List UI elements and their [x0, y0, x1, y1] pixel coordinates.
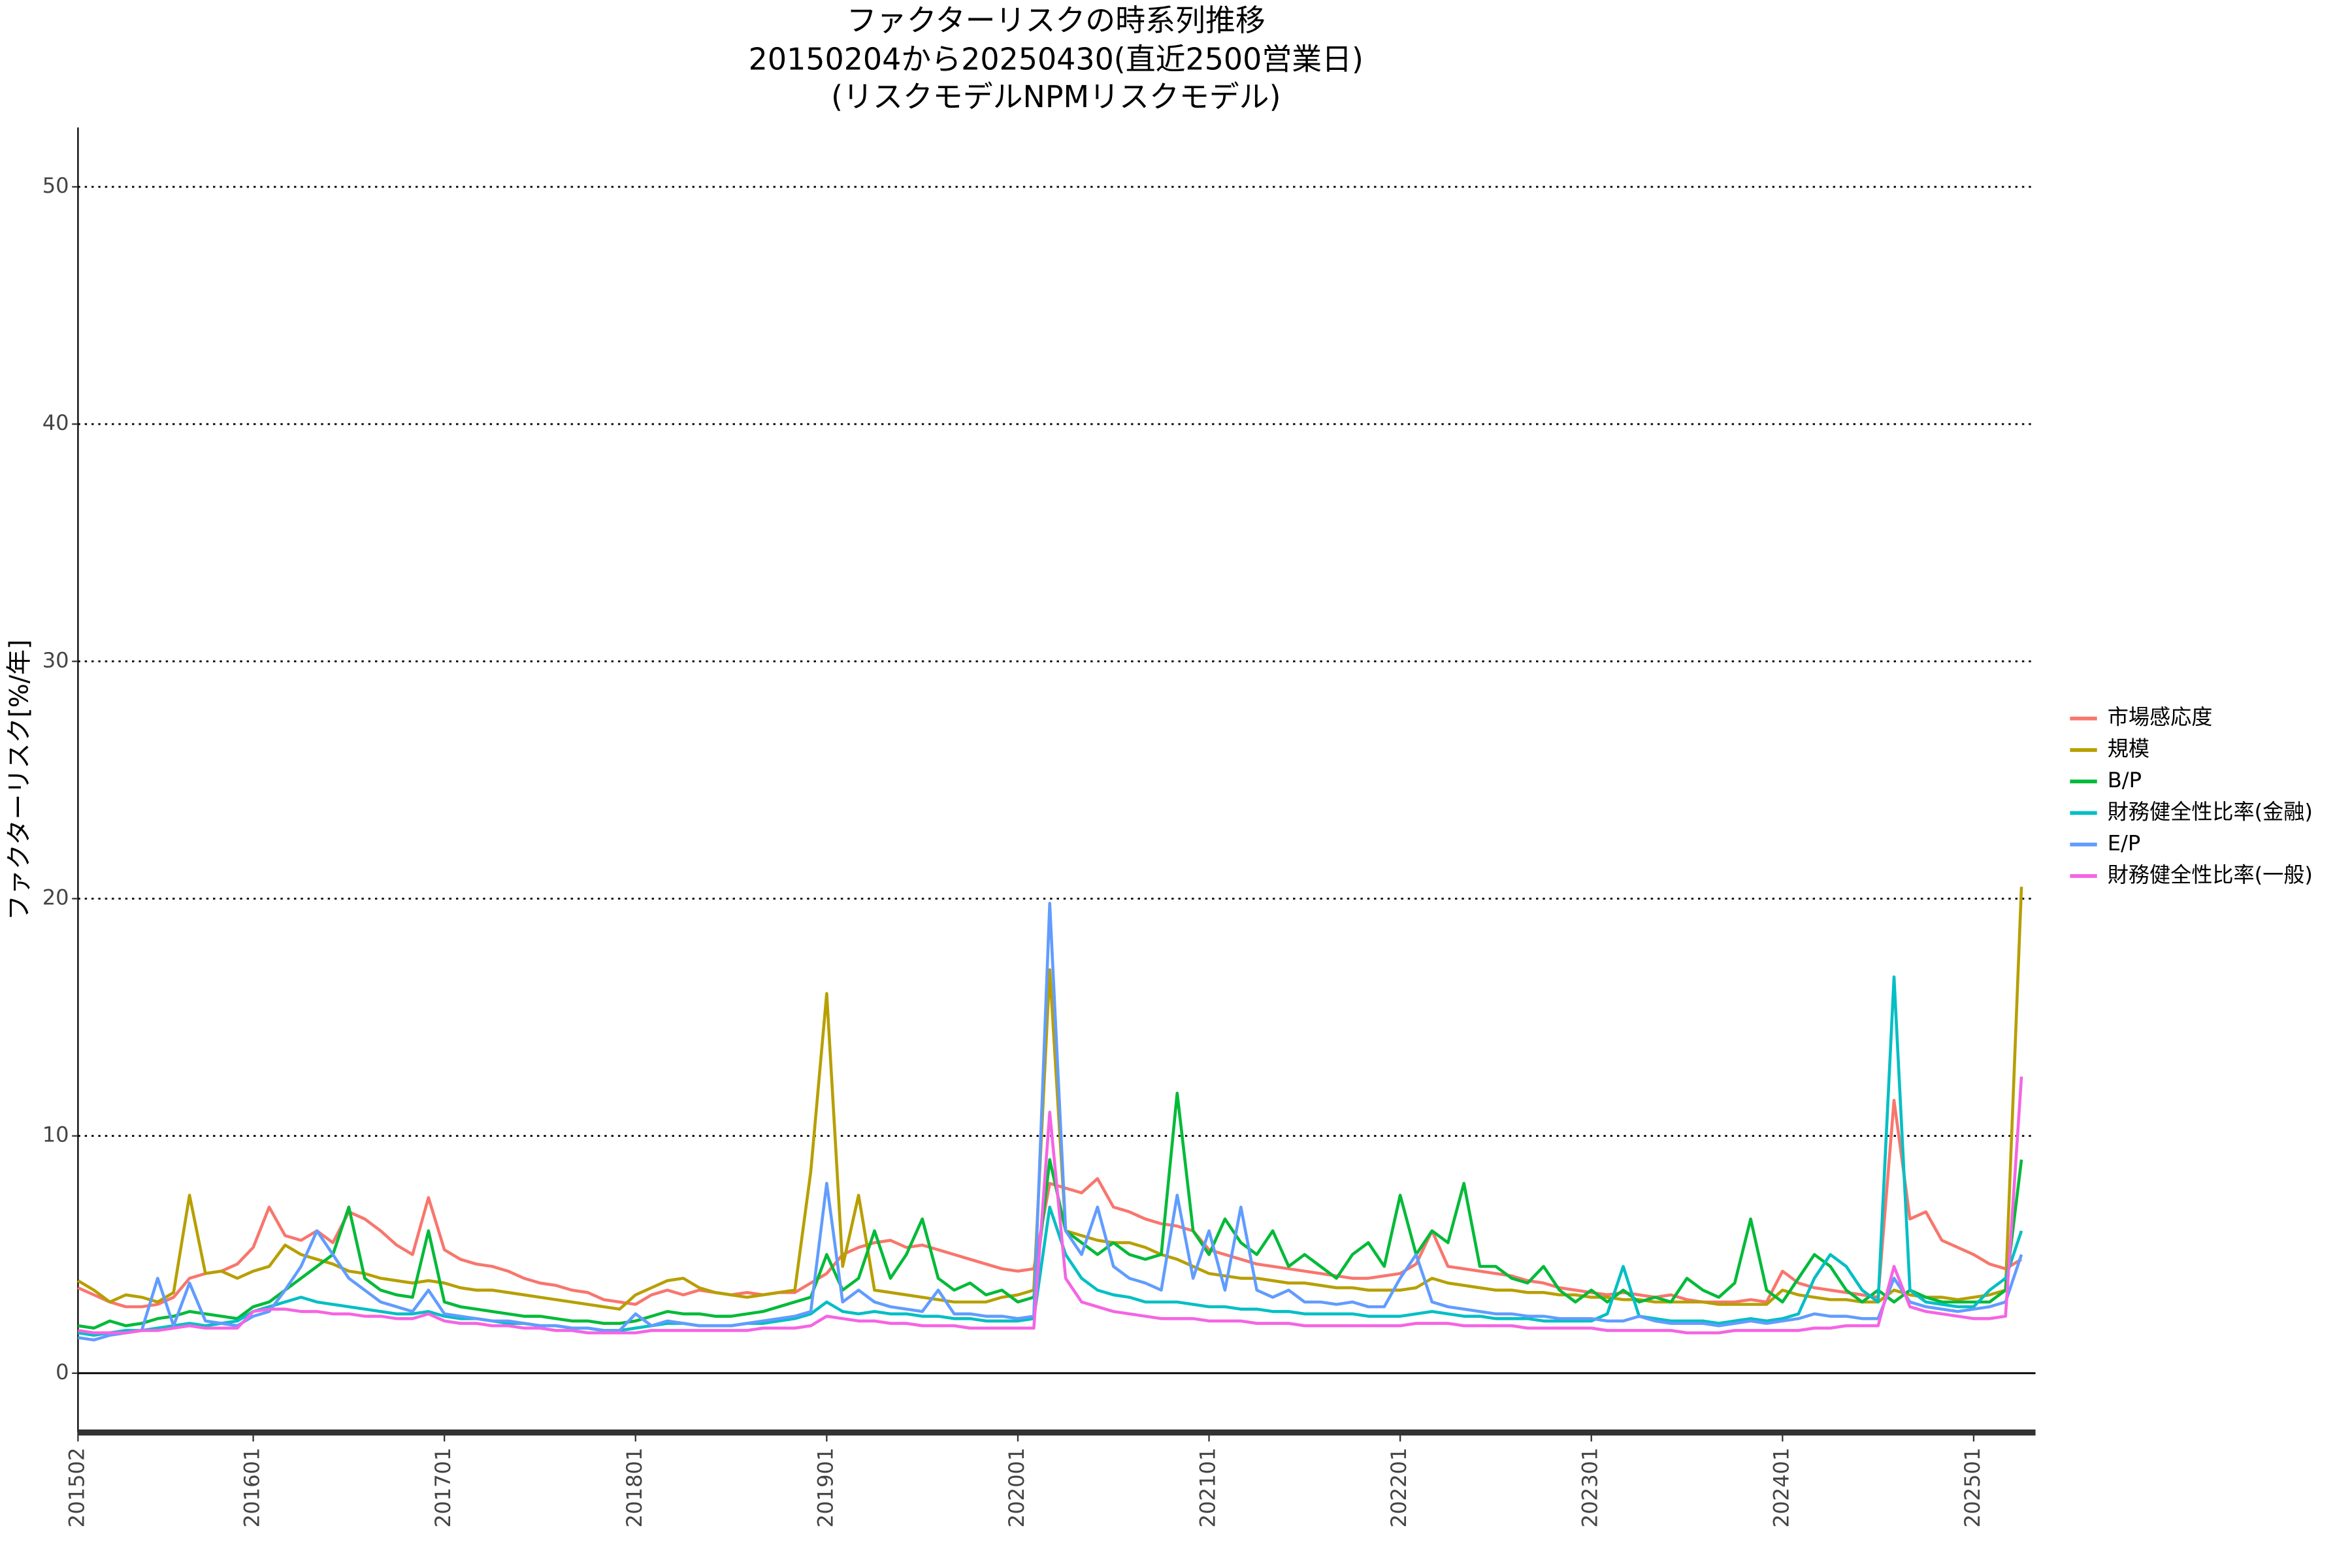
chart-title: (リスクモデルNPMリスクモデル) — [831, 79, 1281, 114]
y-tick-label: 10 — [42, 1122, 69, 1147]
x-tick-label: 201601 — [240, 1448, 265, 1528]
x-tick-label: 202501 — [1960, 1448, 1985, 1528]
series-line — [78, 975, 2023, 1337]
x-tick-label: 202001 — [1004, 1448, 1029, 1528]
series-line — [78, 1076, 2023, 1335]
legend-label: 市場感応度 — [2108, 705, 2213, 730]
x-tick-label: 201901 — [813, 1448, 838, 1528]
x-tick-label: 201801 — [622, 1448, 647, 1528]
x-tick-label: 202201 — [1386, 1448, 1411, 1528]
y-tick-label: 30 — [42, 647, 69, 672]
x-tick-label: 201502 — [64, 1448, 89, 1528]
x-tick-label: 202301 — [1578, 1448, 1603, 1528]
chart-title: ファクターリスクの時系列推移 — [847, 3, 1266, 38]
legend-label: 財務健全性比率(金融) — [2108, 799, 2313, 824]
y-tick-label: 40 — [42, 410, 69, 435]
y-tick-label: 0 — [56, 1360, 69, 1384]
legend-label: E/P — [2108, 831, 2141, 856]
series-line — [78, 902, 2023, 1342]
y-tick-label: 50 — [42, 173, 69, 198]
legend-label: 財務健全性比率(一般) — [2108, 862, 2313, 887]
x-tick-label: 202101 — [1196, 1448, 1220, 1528]
x-tick-label: 201701 — [431, 1448, 455, 1528]
x-tick-label: 202401 — [1769, 1448, 1793, 1528]
legend-label: B/P — [2108, 768, 2142, 792]
series-line — [78, 1091, 2023, 1330]
y-tick-label: 20 — [42, 885, 69, 909]
legend-label: 規模 — [2108, 736, 2149, 761]
series-line — [77, 887, 2023, 1311]
y-axis-label: ファクターリスク[%/年] — [5, 640, 35, 921]
chart-title: 20150204から20250430(直近2500営業日) — [749, 42, 1364, 77]
